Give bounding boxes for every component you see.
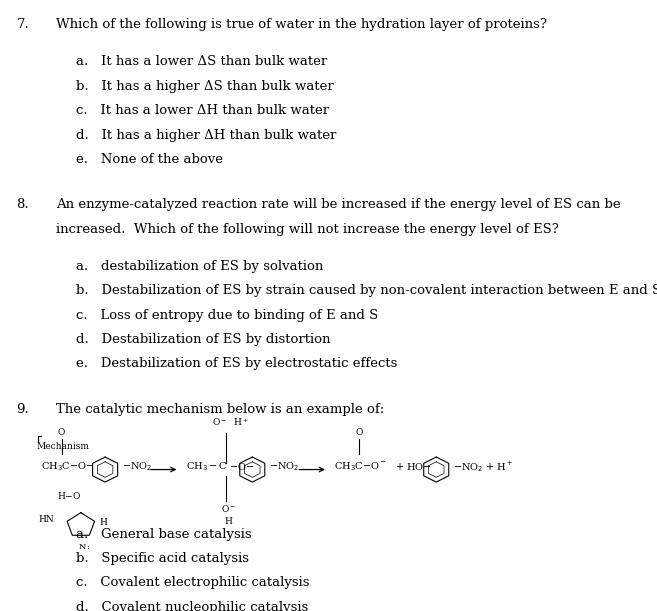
Text: e.   None of the above: e. None of the above xyxy=(76,153,223,166)
Text: $-$O$-$: $-$O$-$ xyxy=(229,461,254,472)
Text: $+$ HO$-$: $+$ HO$-$ xyxy=(395,461,432,472)
Text: a.   It has a lower ΔS than bulk water: a. It has a lower ΔS than bulk water xyxy=(76,56,327,68)
Text: H$-$O: H$-$O xyxy=(57,490,81,502)
Text: Mechanism: Mechanism xyxy=(36,442,89,451)
Text: HN: HN xyxy=(38,514,54,524)
Text: O: O xyxy=(58,428,65,437)
Text: CH$_3$C$-$O$^-$: CH$_3$C$-$O$^-$ xyxy=(334,460,387,473)
Text: c.   Covalent electrophilic catalysis: c. Covalent electrophilic catalysis xyxy=(76,576,309,590)
Text: CH$_3-$C: CH$_3-$C xyxy=(186,460,227,473)
Text: 7.: 7. xyxy=(16,18,29,31)
Text: O$^-$  H$^+$: O$^-$ H$^+$ xyxy=(212,416,249,428)
Text: a.   destabilization of ES by solvation: a. destabilization of ES by solvation xyxy=(76,260,323,273)
Text: c.   Loss of entropy due to binding of E and S: c. Loss of entropy due to binding of E a… xyxy=(76,309,378,321)
Text: b.   Specific acid catalysis: b. Specific acid catalysis xyxy=(76,552,248,565)
Text: $-$NO$_2$: $-$NO$_2$ xyxy=(269,460,299,473)
Text: An enzyme-catalyzed reaction rate will be increased if the energy level of ES ca: An enzyme-catalyzed reaction rate will b… xyxy=(56,199,620,211)
Text: 9.: 9. xyxy=(16,403,29,415)
Text: CH$_3$C$-$O$-$: CH$_3$C$-$O$-$ xyxy=(41,460,95,473)
Text: H: H xyxy=(225,518,233,526)
Text: d.   It has a higher ΔH than bulk water: d. It has a higher ΔH than bulk water xyxy=(76,129,336,142)
Text: $-$NO$_2$: $-$NO$_2$ xyxy=(122,460,152,473)
Text: e.   Destabilization of ES by electrostatic effects: e. Destabilization of ES by electrostati… xyxy=(76,357,397,370)
Text: increased.  Which of the following will not increase the energy level of ES?: increased. Which of the following will n… xyxy=(56,222,558,236)
Text: O: O xyxy=(355,428,363,437)
Text: $-$NO$_2$ $+$ H$^+$: $-$NO$_2$ $+$ H$^+$ xyxy=(453,459,513,474)
Text: c.   It has a lower ΔH than bulk water: c. It has a lower ΔH than bulk water xyxy=(76,104,328,117)
Text: The catalytic mechanism below is an example of:: The catalytic mechanism below is an exam… xyxy=(56,403,384,415)
Text: Which of the following is true of water in the hydration layer of proteins?: Which of the following is true of water … xyxy=(56,18,547,31)
Text: 8.: 8. xyxy=(16,199,29,211)
Text: b.   It has a higher ΔS than bulk water: b. It has a higher ΔS than bulk water xyxy=(76,80,333,93)
Text: H: H xyxy=(99,518,107,527)
Text: b.   Destabilization of ES by strain caused by non-covalent interaction between : b. Destabilization of ES by strain cause… xyxy=(76,284,657,297)
Text: d.   Covalent nucleophilic catalysis: d. Covalent nucleophilic catalysis xyxy=(76,601,308,611)
Text: O$^-$: O$^-$ xyxy=(221,503,237,514)
Text: $\mathdefault{N:}$: $\mathdefault{N:}$ xyxy=(78,542,91,551)
Text: d.   Destabilization of ES by distortion: d. Destabilization of ES by distortion xyxy=(76,333,330,346)
Text: a.   General base catalysis: a. General base catalysis xyxy=(76,528,251,541)
